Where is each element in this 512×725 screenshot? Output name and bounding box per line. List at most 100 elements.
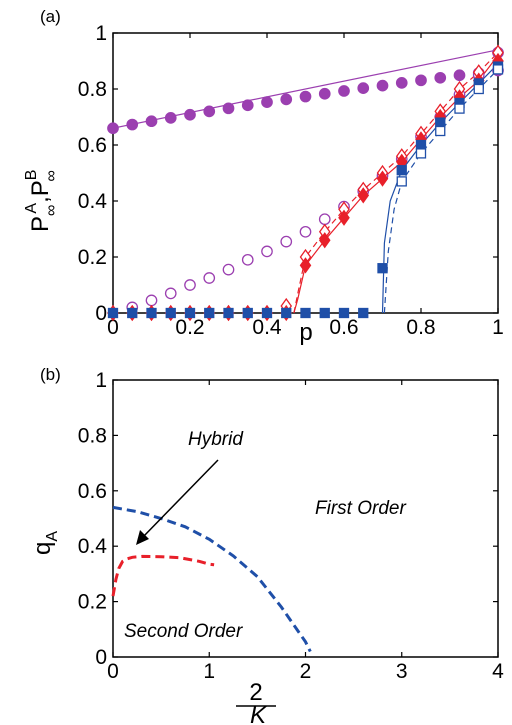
point-filled-square — [435, 117, 446, 128]
x-tick-label: 3 — [396, 660, 408, 683]
point-open-circle — [241, 253, 254, 266]
y-tick-label: 0.6 — [78, 480, 107, 503]
point-filled-square — [223, 307, 234, 319]
point-open-square — [415, 148, 427, 159]
point-filled-diamond — [318, 232, 331, 249]
y-tick-label: 0.4 — [78, 190, 108, 213]
point-filled-square — [146, 307, 157, 319]
panel-a: (a) 0 0.2 0.4 0.6 0.8 1 00.20.40.60.81 p P∞A,… — [23, 7, 504, 346]
point-filled-square — [377, 263, 388, 274]
point-open-circle — [203, 272, 216, 284]
point-open-circle — [164, 287, 177, 300]
point-open-square — [454, 103, 465, 114]
point-filled-circle — [164, 111, 177, 124]
point-filled-square — [242, 307, 253, 319]
point-open-circle — [299, 225, 312, 238]
panel-a-curves — [112, 49, 499, 314]
x-tick-label: 0.8 — [406, 316, 435, 339]
point-filled-circle — [107, 122, 119, 135]
y-tick-label: 0.2 — [78, 591, 107, 614]
point-filled-square — [165, 307, 176, 319]
panel-b-x-ticks: 0 1 2 3 4 — [107, 380, 504, 683]
point-filled-circle — [434, 71, 447, 84]
panel-a-y-label: P∞A,PB ∞ — [23, 170, 60, 232]
y-label-sup2: B — [23, 170, 40, 181]
region-hybrid: Hybrid — [188, 429, 244, 450]
svg-text:P∞A,PB∞: P∞A,PB ∞ — [23, 170, 60, 232]
point-open-circle — [318, 213, 331, 226]
region-second-order: Second Order — [124, 621, 243, 642]
point-open-circle — [222, 263, 235, 276]
point-filled-diamond — [357, 187, 370, 204]
y-tick-label: 1 — [95, 22, 107, 45]
point-filled-circle — [222, 102, 235, 115]
point-open-square — [435, 125, 446, 137]
point-filled-square — [184, 307, 196, 319]
point-filled-diamond — [299, 257, 312, 274]
point-open-circle — [145, 294, 158, 307]
point-filled-square — [415, 139, 427, 151]
panel-b: (b) 0 1 2 3 4 0 0.2 0.4 0.6 0.8 1 First Order Sec… — [29, 365, 504, 725]
panel-b-label: (b) — [40, 365, 61, 384]
panel-b-curves — [111, 505, 312, 653]
point-filled-circle — [203, 105, 216, 118]
x-tick-label: 0.4 — [252, 316, 282, 339]
point-filled-circle — [241, 99, 254, 112]
y-label-comma: , — [27, 196, 54, 203]
x-tick-label: 1 — [492, 316, 504, 339]
point-filled-circle — [318, 87, 331, 100]
point-open-square — [396, 176, 407, 187]
panel-b-x-label-den: K — [250, 702, 267, 725]
y-tick-label: 0.8 — [78, 78, 107, 101]
panel-b-y-ticks: 0 0.2 0.4 0.6 0.8 1 — [78, 369, 498, 669]
point-open-circle — [261, 245, 273, 258]
point-filled-circle — [299, 90, 312, 103]
hybrid-arrow-line — [141, 459, 219, 539]
point-filled-square — [338, 307, 350, 319]
panel-a-label: (a) — [40, 7, 61, 26]
point-filled-circle — [145, 115, 158, 128]
panel-b-y-label: qA — [29, 531, 61, 555]
y-tick-label: 0.6 — [78, 134, 107, 157]
panel-b-frame — [112, 379, 499, 658]
point-filled-square — [107, 307, 119, 319]
panel-a-x-ticks: 0 0.2 0.4 0.6 0.8 1 — [107, 33, 504, 339]
curve-0 — [112, 49, 499, 129]
point-filled-square — [319, 307, 330, 319]
y-label-main: P — [27, 216, 54, 232]
x-tick-label: 0 — [107, 316, 119, 339]
y-tick-label: 0 — [95, 302, 107, 325]
region-first-order: First Order — [315, 498, 406, 519]
point-filled-square — [204, 307, 215, 319]
y-tick-label: 0.2 — [78, 246, 107, 269]
x-tick-label: 1 — [203, 660, 215, 683]
point-filled-circle — [184, 108, 196, 121]
curve-4 — [383, 68, 499, 314]
y-label-sub1: ∞ — [43, 205, 60, 216]
point-filled-circle — [415, 74, 427, 87]
panel-b-x-label-num: 2 — [249, 679, 262, 706]
y-tick-label: 0.4 — [78, 535, 108, 558]
q-label-sub: A — [44, 531, 61, 542]
point-open-square — [492, 64, 504, 75]
y-tick-label: 0 — [95, 646, 107, 669]
x-tick-label: 0 — [107, 660, 119, 683]
point-filled-circle — [376, 79, 389, 92]
panel-a-x-label: p — [299, 319, 312, 346]
point-filled-circle — [126, 118, 139, 131]
point-filled-square — [396, 165, 407, 176]
curve-0 — [112, 505, 312, 653]
x-tick-label: 4 — [492, 660, 504, 683]
point-filled-circle — [280, 93, 293, 106]
q-label-main: q — [29, 542, 56, 555]
hybrid-arrow-head — [136, 530, 149, 545]
point-filled-square — [358, 307, 369, 319]
point-filled-circle — [357, 82, 370, 95]
x-tick-label: 0.6 — [329, 316, 358, 339]
point-filled-square — [127, 307, 138, 319]
point-filled-circle — [338, 85, 350, 97]
point-filled-circle — [261, 96, 273, 109]
y-tick-label: 1 — [95, 369, 107, 392]
point-filled-diamond — [338, 209, 350, 226]
